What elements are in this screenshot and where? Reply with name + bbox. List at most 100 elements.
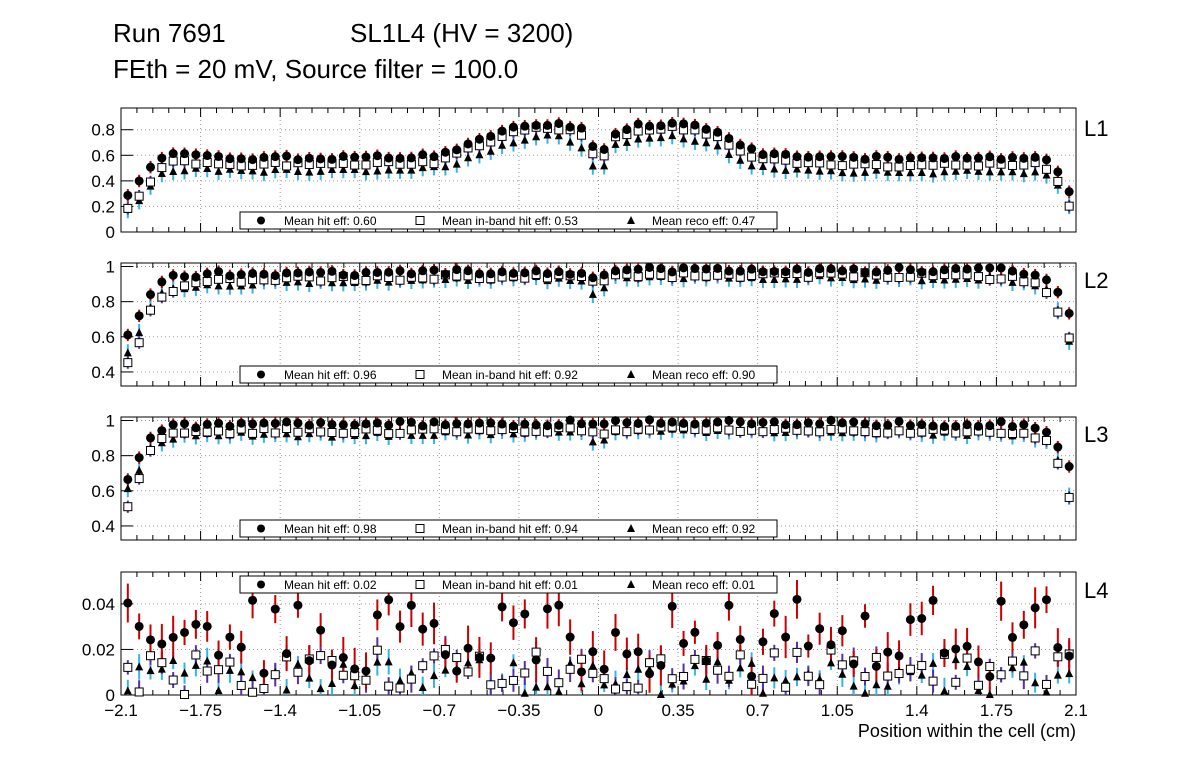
reco-eff-point bbox=[214, 281, 223, 290]
hit-eff-point bbox=[384, 595, 394, 605]
hit-eff-point bbox=[384, 153, 394, 163]
reco-eff-point bbox=[758, 688, 767, 697]
reco-eff-point bbox=[985, 690, 994, 699]
inband-eff-point bbox=[463, 667, 473, 677]
reco-eff-point bbox=[214, 166, 223, 175]
legend-entry: Mean in-band hit eff: 0.53 bbox=[442, 214, 578, 228]
hit-eff-point bbox=[645, 262, 655, 272]
hit-eff-point bbox=[270, 604, 280, 614]
hit-eff-point bbox=[803, 267, 813, 277]
hit-eff-point bbox=[973, 263, 983, 273]
hit-eff-point bbox=[440, 269, 450, 279]
y-tick-label: 0.8 bbox=[91, 293, 115, 312]
hit-eff-point bbox=[452, 145, 462, 155]
hit-eff-point bbox=[1041, 595, 1051, 605]
inband-eff-point bbox=[361, 275, 371, 285]
hit-eff-point bbox=[1041, 427, 1051, 437]
inband-eff-point bbox=[452, 653, 462, 663]
inband-eff-point bbox=[588, 149, 598, 159]
inband-eff-point bbox=[996, 670, 1006, 680]
reco-eff-point bbox=[770, 274, 779, 283]
x-tick-label: −0.35 bbox=[497, 701, 540, 720]
x-axis-label: Position within the cell (cm) bbox=[858, 721, 1076, 741]
hit-eff-point bbox=[951, 421, 961, 431]
hit-eff-point bbox=[1007, 152, 1017, 162]
hit-eff-point bbox=[860, 419, 870, 429]
hit-eff-point bbox=[395, 153, 405, 163]
hit-eff-point bbox=[656, 418, 666, 428]
inband-eff-point bbox=[327, 427, 337, 437]
reco-eff-point bbox=[974, 686, 983, 695]
reco-eff-point bbox=[282, 685, 291, 694]
inband-eff-point bbox=[1053, 176, 1063, 186]
hit-eff-point bbox=[611, 129, 621, 139]
inband-eff-point bbox=[520, 668, 530, 678]
hit-eff-point bbox=[486, 418, 496, 428]
inband-eff-point bbox=[214, 665, 224, 675]
legend-inband-marker bbox=[415, 370, 425, 379]
x-tick-label: 1.75 bbox=[980, 701, 1013, 720]
panel-label: L1 bbox=[1084, 116, 1108, 141]
hit-eff-point bbox=[769, 266, 779, 276]
hit-eff-point bbox=[905, 265, 915, 275]
inband-eff-point bbox=[134, 191, 144, 201]
reco-eff-point bbox=[532, 682, 541, 691]
inband-eff-point bbox=[1041, 164, 1051, 174]
inband-eff-point bbox=[486, 426, 496, 436]
hit-eff-point bbox=[735, 140, 745, 150]
inband-eff-point bbox=[168, 675, 178, 685]
reco-eff-point bbox=[622, 670, 631, 679]
hit-eff-point bbox=[157, 277, 167, 287]
reco-eff-point bbox=[259, 429, 268, 438]
hit-eff-point bbox=[985, 152, 995, 162]
hit-eff-point bbox=[611, 416, 621, 426]
inband-eff-point bbox=[1019, 277, 1029, 287]
inband-eff-point bbox=[395, 275, 405, 285]
inband-eff-point bbox=[611, 684, 621, 694]
reco-eff-point bbox=[815, 166, 824, 175]
y-tick-label: 0.4 bbox=[91, 517, 115, 536]
reco-eff-point bbox=[225, 281, 234, 290]
inband-eff-point bbox=[282, 161, 292, 171]
reco-eff-point bbox=[248, 673, 257, 682]
hit-eff-point bbox=[463, 266, 473, 276]
hit-eff-point bbox=[384, 267, 394, 277]
x-tick-label: −0.7 bbox=[423, 701, 457, 720]
inband-eff-point bbox=[202, 666, 212, 676]
hit-eff-point bbox=[463, 643, 473, 653]
reco-eff-point bbox=[509, 658, 518, 667]
panel-label: L2 bbox=[1084, 268, 1108, 293]
hit-eff-point bbox=[146, 162, 156, 172]
reco-eff-point bbox=[509, 138, 518, 147]
hit-eff-point bbox=[701, 264, 711, 274]
reco-eff-point bbox=[180, 166, 189, 175]
reco-eff-point bbox=[339, 278, 348, 287]
reco-eff-point bbox=[1008, 663, 1017, 672]
hit-eff-point bbox=[225, 632, 235, 642]
reco-eff-point bbox=[690, 136, 699, 145]
hit-eff-point bbox=[463, 139, 473, 149]
hit-eff-point bbox=[690, 120, 700, 130]
hit-eff-point bbox=[781, 420, 791, 430]
hit-eff-point bbox=[973, 153, 983, 163]
hit-eff-point bbox=[452, 419, 462, 429]
hit-eff-point bbox=[327, 154, 337, 164]
hit-eff-point bbox=[939, 153, 949, 163]
hit-eff-point bbox=[236, 154, 246, 164]
hit-eff-point bbox=[440, 147, 450, 157]
legend-reco-marker bbox=[627, 580, 635, 588]
reco-eff-point bbox=[634, 134, 643, 143]
hit-eff-point bbox=[656, 121, 666, 131]
reco-eff-point bbox=[872, 165, 881, 174]
reco-eff-point bbox=[713, 141, 722, 150]
inband-eff-point bbox=[1041, 288, 1051, 298]
hit-eff-point bbox=[180, 627, 190, 637]
hit-eff-point bbox=[735, 635, 745, 645]
reco-eff-point bbox=[418, 430, 427, 439]
reco-eff-point bbox=[248, 166, 257, 175]
hit-eff-point bbox=[588, 141, 598, 151]
inband-eff-point bbox=[928, 676, 938, 686]
hit-eff-point bbox=[690, 264, 700, 274]
y-tick-label: 0 bbox=[106, 686, 115, 705]
reco-eff-point bbox=[804, 165, 813, 174]
